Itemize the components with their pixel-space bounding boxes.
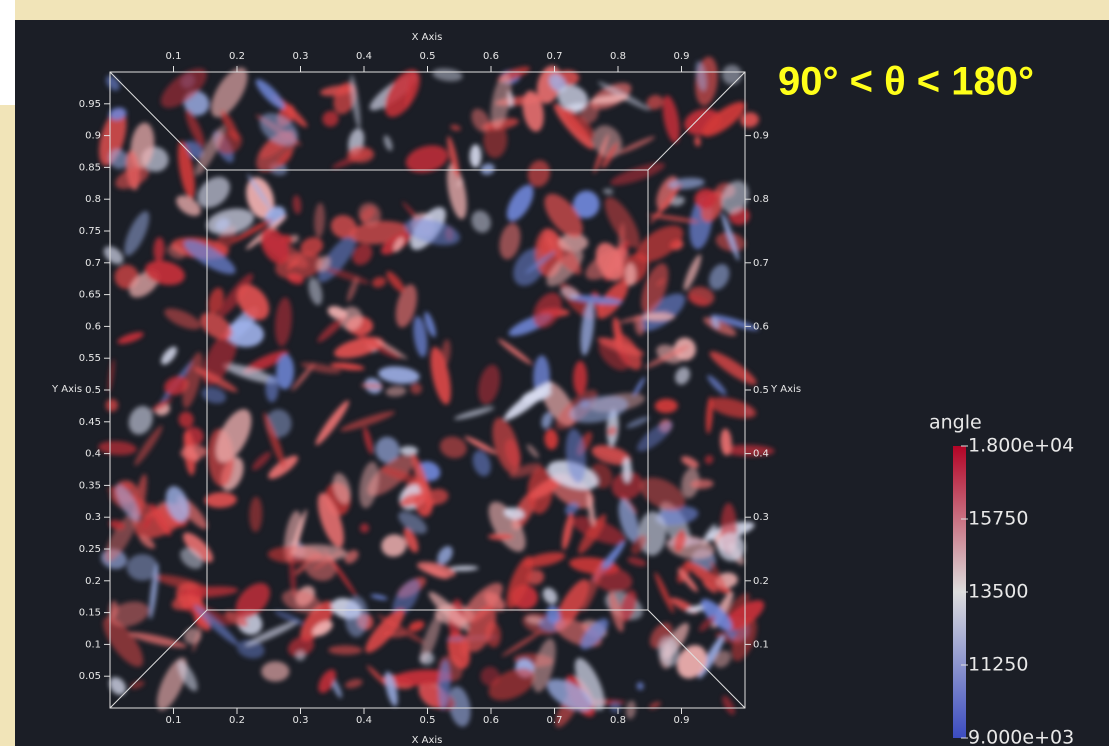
colorbar-tick-label: 13500: [968, 581, 1028, 603]
y-tick-label-left: 0.85: [79, 162, 101, 173]
y-tick-label-right: 0.4: [753, 449, 769, 460]
y-tick-label-left: 0.9: [85, 131, 101, 142]
x-tick-label-top: 0.9: [674, 51, 690, 62]
x-tick-label-bottom: 0.5: [420, 715, 436, 726]
x-tick-label-bottom: 0.9: [674, 715, 690, 726]
y-tick-label-left: 0.25: [79, 544, 101, 555]
y-tick-label-left: 0.4: [85, 449, 101, 460]
y-tick-label-right: 0.8: [753, 194, 769, 205]
y-tick-label-right: 0.5: [753, 385, 769, 396]
colorbar-tick-label: 11250: [968, 654, 1028, 676]
y-tick-label-left: 0.2: [85, 576, 101, 587]
page: 90° < θ < 180° X Axis X Axis Y Axis Y Ax…: [0, 0, 1109, 746]
x-tick-label-bottom: 0.1: [166, 715, 182, 726]
x-tick-label-top: 0.6: [483, 51, 499, 62]
y-tick-label-right: 0.6: [753, 321, 769, 332]
screen: 90° < θ < 180° X Axis X Axis Y Axis Y Ax…: [0, 0, 1109, 746]
x-tick-label-top: 0.2: [229, 51, 245, 62]
y-tick-label-left: 0.05: [79, 671, 101, 682]
y-tick-label-right: 0.1: [753, 639, 769, 650]
colorbar-tick-label: 15750: [968, 508, 1028, 530]
y-tick-label-left: 0.6: [85, 321, 101, 332]
colorbar-tick-label: 1.800e+04: [968, 435, 1074, 457]
blob: [261, 661, 289, 681]
y-tick-label-left: 0.35: [79, 480, 101, 491]
y-tick-label-left: 0.45: [79, 417, 101, 428]
x-tick-label-top: 0.3: [293, 51, 309, 62]
x-axis-label-bottom: X Axis: [412, 735, 443, 746]
x-axis-label-top: X Axis: [412, 32, 443, 43]
y-tick-label-right: 0.2: [753, 576, 769, 587]
y-tick-label-left: 0.55: [79, 353, 101, 364]
x-tick-label-bottom: 0.7: [547, 715, 563, 726]
x-tick-label-top: 0.7: [547, 51, 563, 62]
y-tick-label-right: 0.3: [753, 512, 769, 523]
x-tick-label-bottom: 0.2: [229, 715, 245, 726]
y-tick-label-left: 0.65: [79, 290, 101, 301]
white-corner: [0, 0, 15, 105]
y-tick-label-left: 0.5: [85, 385, 101, 396]
y-tick-label-left: 0.3: [85, 512, 101, 523]
x-tick-label-top: 0.4: [356, 51, 372, 62]
x-tick-label-bottom: 0.6: [483, 715, 499, 726]
colorbar-title: angle: [929, 412, 982, 434]
y-tick-label-left: 0.95: [79, 99, 101, 110]
y-tick-label-right: 0.7: [753, 258, 769, 269]
x-tick-label-bottom: 0.3: [293, 715, 309, 726]
y-tick-label-left: 0.15: [79, 608, 101, 619]
y-axis-label-left: Y Axis: [51, 384, 82, 395]
x-tick-label-bottom: 0.8: [610, 715, 626, 726]
x-tick-label-top: 0.5: [420, 51, 436, 62]
y-tick-label-right: 0.9: [753, 131, 769, 142]
y-tick-label-left: 0.75: [79, 226, 101, 237]
blob: [127, 554, 158, 581]
y-tick-label-left: 0.8: [85, 194, 101, 205]
x-tick-label-bottom: 0.4: [356, 715, 372, 726]
colorbar-tick-label: 9.000e+03: [968, 727, 1074, 746]
blob: [345, 596, 369, 637]
x-tick-label-top: 0.8: [610, 51, 626, 62]
title: 90° < θ < 180°: [778, 60, 1034, 104]
y-axis-label-right: Y Axis: [770, 384, 801, 395]
y-tick-label-left: 0.7: [85, 258, 101, 269]
x-tick-label-top: 0.1: [166, 51, 182, 62]
y-tick-label-left: 0.1: [85, 639, 101, 650]
